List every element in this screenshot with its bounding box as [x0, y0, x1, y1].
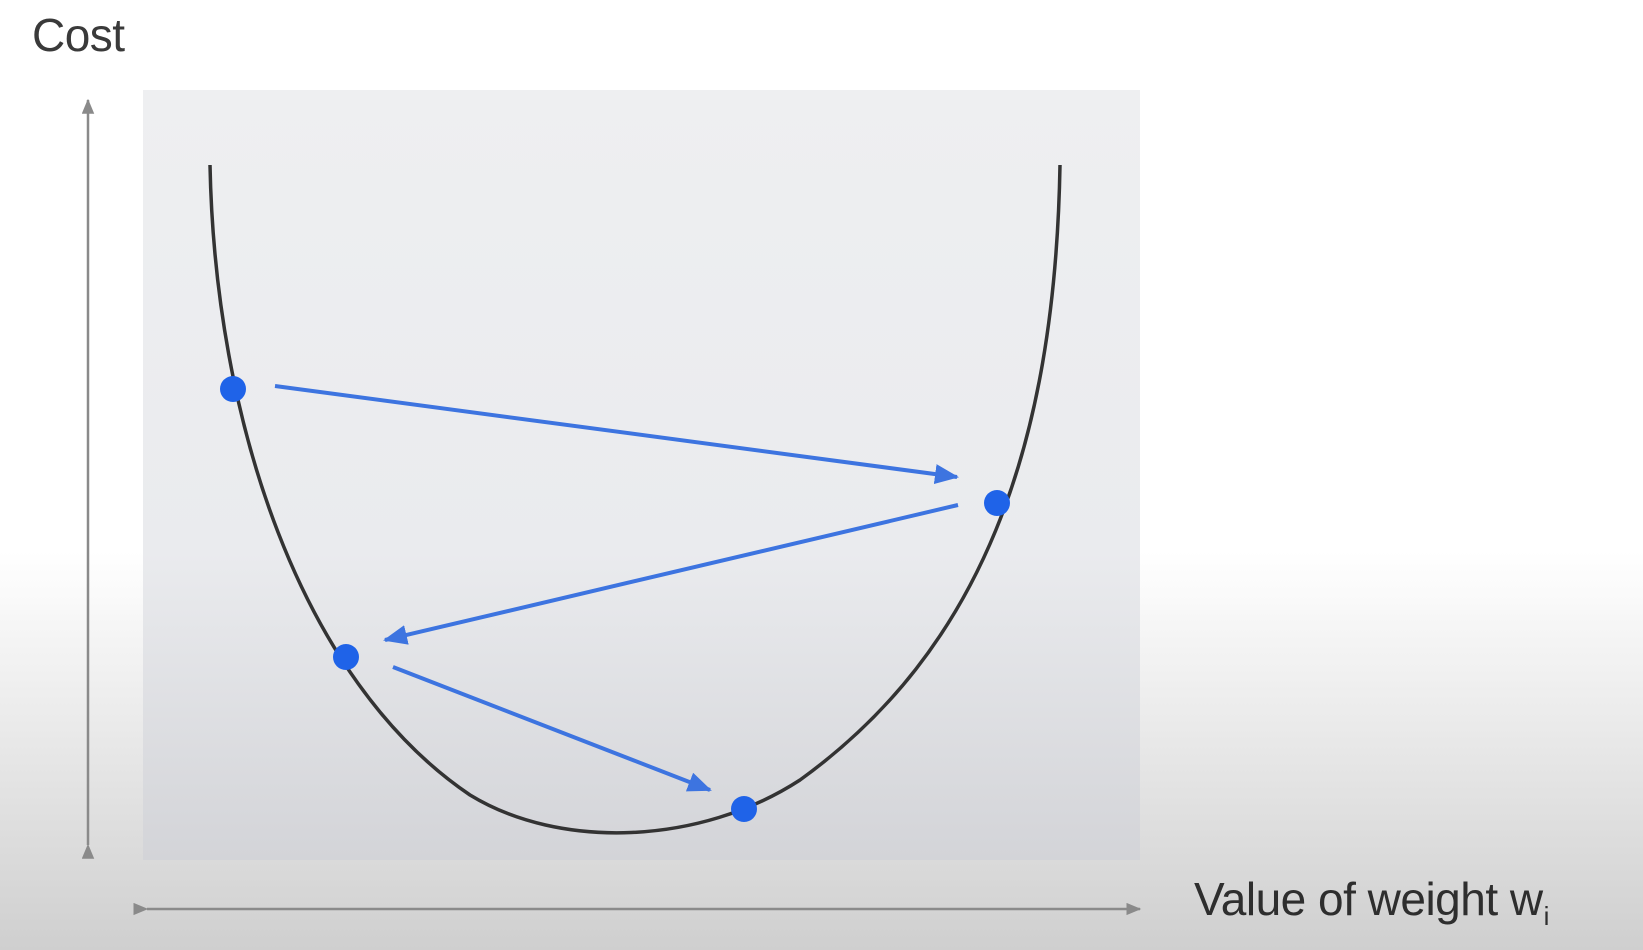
descent-point-4 — [731, 796, 757, 822]
plot-background — [143, 90, 1140, 860]
descent-point-3 — [333, 644, 359, 670]
x-axis-label-subscript: i — [1543, 901, 1550, 931]
descent-point-2 — [984, 490, 1010, 516]
y-axis-label: Cost — [32, 9, 125, 61]
step-arrow-1 — [274, 384, 959, 485]
x-axis-label: Value of weight wi — [1194, 872, 1549, 932]
x-axis-label-text: Value of weight w — [1194, 873, 1543, 925]
descent-point-1 — [220, 376, 246, 402]
step-arrow-2 — [383, 503, 959, 645]
step-arrow-3 — [392, 665, 712, 792]
